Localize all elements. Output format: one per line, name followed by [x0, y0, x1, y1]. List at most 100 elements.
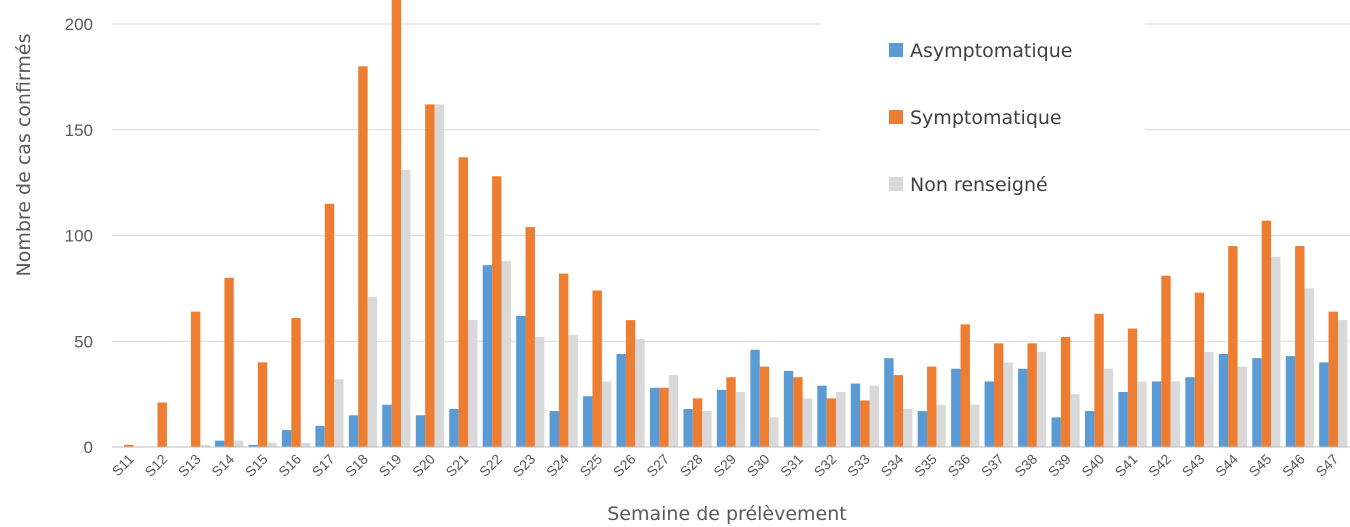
x-tick-label: S35 — [911, 451, 940, 480]
x-tick-label: S21 — [442, 451, 471, 480]
bar-S40-2 — [1103, 368, 1114, 447]
bar-S27-1 — [659, 387, 669, 447]
bar-S11-1 — [124, 444, 134, 447]
x-tick-label: S30 — [744, 451, 773, 480]
bar-S39-0 — [1051, 417, 1061, 447]
bar-S31-0 — [783, 370, 794, 447]
bar-S37-1 — [993, 343, 1004, 447]
bar-S17-1 — [324, 203, 335, 447]
x-tick-label: S19 — [376, 451, 405, 480]
x-tick-label: S34 — [877, 451, 906, 480]
x-tick-label: S32 — [811, 451, 840, 480]
y-tick-label: 100 — [65, 227, 93, 246]
bar-S13-1 — [190, 311, 201, 447]
bar-S33-0 — [850, 383, 861, 447]
bar-S47-0 — [1319, 362, 1329, 447]
x-tick-label: S39 — [1045, 451, 1074, 480]
bar-S36-2 — [969, 404, 980, 447]
x-tick-label: S46 — [1279, 451, 1308, 480]
bar-S37-2 — [1003, 362, 1013, 447]
bar-S24-0 — [549, 411, 559, 447]
x-tick-labels: S11 S12 S13 S14 S15 S16 S17 S18 S19 S20 S21 S22 S23 S… — [109, 451, 1342, 480]
x-tick-label: S15 — [242, 451, 271, 480]
bar-S22-0 — [482, 265, 493, 447]
bar-S39-2 — [1070, 394, 1080, 448]
bar-S45-1 — [1261, 220, 1272, 447]
y-axis-title: Nombre de cas confirmés — [13, 33, 35, 276]
bar-S43-2 — [1204, 351, 1214, 447]
bar-S32-0 — [817, 385, 827, 447]
bar-S24-1 — [559, 273, 569, 447]
bar-S26-2 — [635, 339, 645, 447]
bar-S21-1 — [458, 157, 469, 447]
bar-S29-1 — [726, 377, 736, 447]
bar-S23-2 — [534, 337, 545, 447]
legend-label: Symptomatique — [910, 107, 1062, 129]
bar-S43-0 — [1185, 377, 1195, 447]
x-tick-label: S41 — [1112, 451, 1141, 480]
bar-S34-0 — [884, 358, 894, 447]
bar-S43-1 — [1194, 292, 1205, 447]
bar-S28-0 — [683, 408, 693, 447]
bar-S25-0 — [583, 396, 593, 447]
legend-label: Asymptomatique — [910, 40, 1072, 62]
bar-S27-2 — [668, 375, 679, 447]
bar-S25-1 — [592, 290, 602, 447]
legend-swatch — [889, 177, 903, 191]
bar-S22-2 — [501, 260, 511, 447]
bar-S41-2 — [1137, 381, 1147, 447]
x-tick-label: S18 — [342, 451, 371, 480]
bar-S40-1 — [1094, 313, 1104, 447]
x-tick-label: S43 — [1179, 451, 1208, 480]
x-tick-label: S16 — [275, 451, 304, 480]
x-tick-label: S14 — [208, 451, 237, 480]
x-tick-label: S25 — [576, 451, 605, 480]
bar-S38-2 — [1036, 351, 1047, 447]
x-tick-label: S47 — [1312, 451, 1341, 480]
bar-S26-1 — [625, 320, 636, 447]
bar-S46-2 — [1304, 288, 1314, 448]
bar-S15-0 — [248, 444, 258, 447]
bar-S41-1 — [1127, 328, 1138, 447]
x-tick-label: S13 — [175, 451, 204, 480]
x-axis-title: Semaine de prélèvement — [607, 503, 846, 525]
bar-S14-1 — [224, 277, 234, 447]
bar-S36-0 — [951, 368, 961, 447]
bar-S44-1 — [1228, 246, 1238, 447]
legend-swatch — [889, 43, 903, 57]
x-tick-label: S33 — [844, 451, 873, 480]
x-tick-label: S12 — [141, 451, 170, 480]
bar-S21-2 — [468, 320, 478, 447]
x-tick-label: S26 — [610, 451, 639, 480]
bar-S15-1 — [257, 362, 268, 447]
y-tick-label: 50 — [74, 332, 93, 351]
bar-S16-0 — [281, 430, 292, 447]
bar-S36-1 — [960, 324, 970, 447]
legend-swatch — [889, 110, 903, 124]
bar-S17-0 — [315, 425, 325, 447]
x-tick-label: S28 — [677, 451, 706, 480]
bar-S16-1 — [291, 317, 301, 447]
bar-S38-0 — [1018, 368, 1028, 447]
bar-S18-0 — [348, 415, 359, 447]
bar-S21-0 — [449, 408, 459, 447]
y-tick-label: 0 — [84, 438, 93, 457]
bar-S23-1 — [525, 227, 535, 447]
bar-S14-2 — [233, 440, 244, 447]
bar-S45-0 — [1252, 358, 1262, 447]
bar-S20-2 — [434, 104, 444, 448]
x-tick-label: S31 — [777, 451, 806, 480]
x-tick-label: S17 — [309, 451, 338, 480]
legend-background — [820, 0, 1145, 215]
bar-S47-1 — [1328, 311, 1338, 447]
x-tick-label: S27 — [643, 451, 672, 480]
bar-S24-2 — [568, 334, 578, 447]
bar-S14-0 — [215, 440, 225, 447]
bar-S44-2 — [1237, 366, 1247, 447]
y-tick-label: 150 — [65, 121, 93, 140]
bar-S32-1 — [826, 398, 837, 447]
x-tick-label: S42 — [1145, 451, 1174, 480]
x-tick-label: S29 — [710, 451, 739, 480]
bar-S29-0 — [716, 389, 727, 447]
